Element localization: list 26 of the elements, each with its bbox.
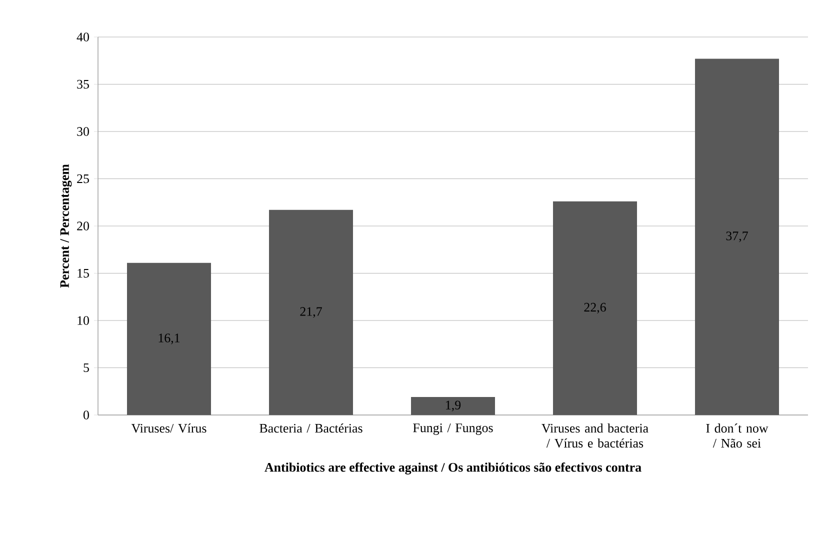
- data-label: 1,9: [446, 400, 461, 412]
- data-label: 16,1: [158, 334, 180, 344]
- y-tick-label: 20: [77, 222, 89, 230]
- y-tick-label: 0: [84, 410, 89, 420]
- bar: [553, 201, 638, 415]
- x-tick-label: Viruses/ Vírus: [131, 424, 206, 433]
- bar: [695, 58, 780, 415]
- y-tick-label: 25: [77, 174, 89, 184]
- x-tick-label: Bacteria / Bactérias: [260, 424, 362, 433]
- x-tick-label: I don´t now / Não sei: [706, 424, 768, 448]
- y-tick-label: 40: [76, 32, 89, 42]
- x-tick-label: Viruses and bacteria / Vírus e bactérias: [542, 424, 648, 448]
- bar: [269, 210, 354, 415]
- y-tick-label: 35: [77, 80, 89, 89]
- y-tick-label: 5: [84, 363, 89, 372]
- data-label: 37,7: [726, 232, 748, 242]
- data-label: 21,7: [300, 307, 322, 318]
- y-tick-label: 15: [78, 268, 89, 278]
- x-axis-title: Antibiotics are effective against / Os antibióticos são efectivos contra: [264, 462, 642, 474]
- y-axis-title: Percent / Percentagem: [60, 164, 72, 288]
- x-tick-label: Fungi / Fungos: [413, 424, 493, 435]
- bar: [127, 262, 212, 415]
- y-tick-label: 30: [77, 127, 89, 136]
- data-label: 22,6: [584, 302, 606, 314]
- bar: [411, 397, 496, 415]
- y-tick-label: 10: [78, 316, 89, 325]
